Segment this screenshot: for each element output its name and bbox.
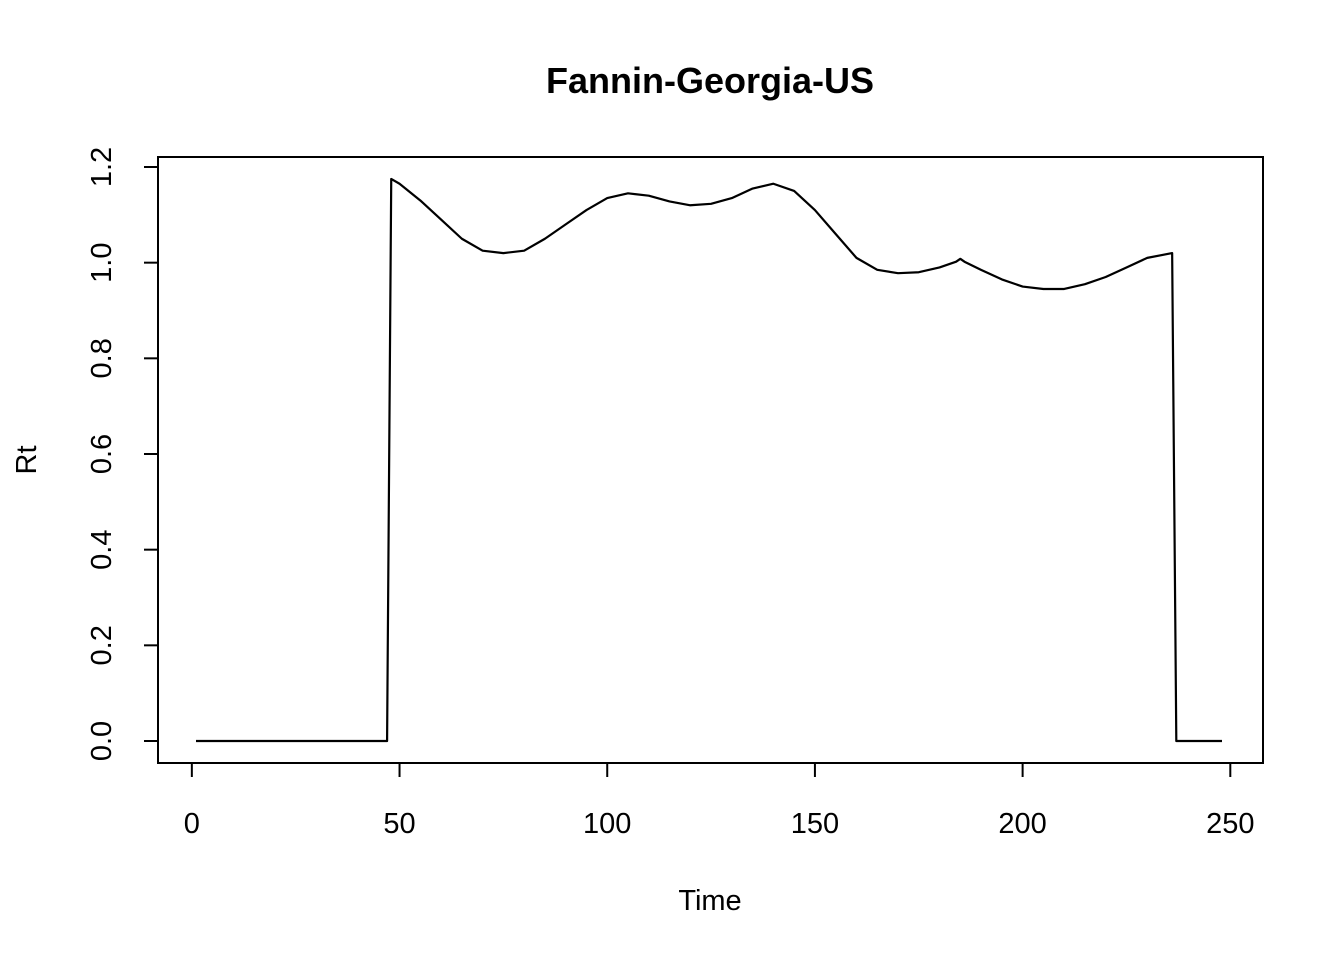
y-tick-label: 1.0: [86, 243, 118, 283]
y-tick-label: 0.4: [86, 530, 118, 570]
y-tick-label: 0.0: [86, 721, 118, 761]
x-axis-label: Time: [678, 885, 741, 917]
x-tick-label: 250: [1206, 808, 1254, 840]
rt-series-line: [196, 177, 1222, 743]
x-axis: 0 50 100 150 200 250: [184, 762, 1255, 840]
y-tick-label: 0.6: [86, 434, 118, 474]
y-axis-label: Rt: [11, 446, 43, 475]
y-tick-label: 0.2: [86, 625, 118, 665]
plot-frame: [157, 156, 1264, 764]
x-tick-label: 0: [184, 808, 200, 840]
x-tick-label: 50: [383, 808, 415, 840]
y-tick-label: 1.2: [86, 147, 118, 187]
x-tick-label: 200: [998, 808, 1046, 840]
y-tick-label: 0.8: [86, 338, 118, 378]
y-axis: 0.0 0.2 0.4 0.6 0.8 1.0 1.2: [86, 147, 159, 761]
chart-title: Fannin-Georgia-US: [546, 60, 874, 101]
x-tick-label: 150: [791, 808, 839, 840]
x-tick-label: 100: [583, 808, 631, 840]
